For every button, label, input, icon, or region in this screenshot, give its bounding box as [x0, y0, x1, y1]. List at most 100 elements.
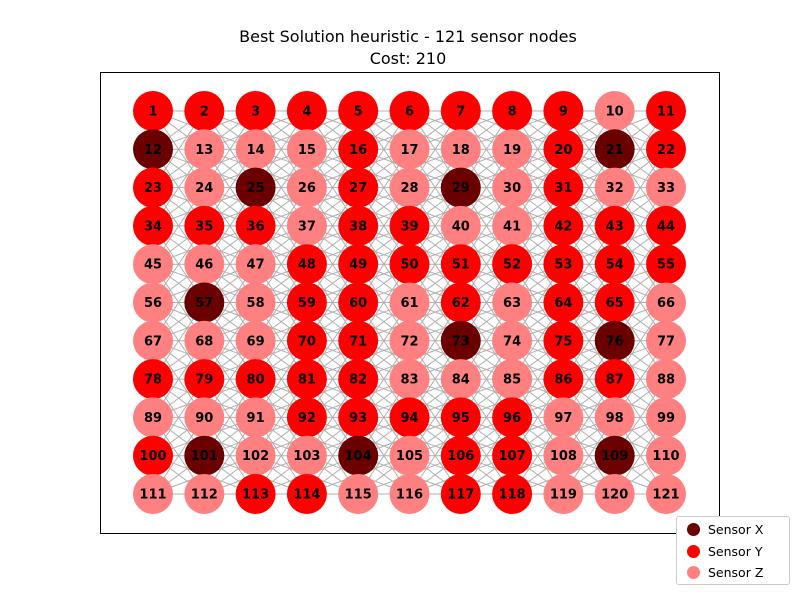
sensor-node: 36 [235, 205, 276, 246]
sensor-node-circle [440, 320, 481, 361]
sensor-node-circle [286, 129, 327, 170]
sensor-node: 44 [646, 205, 686, 246]
sensor-node-label: 90 [195, 411, 213, 426]
sensor-node-circle [440, 167, 481, 208]
sensor-node-circle [184, 205, 225, 246]
sensor-node-circle [338, 205, 379, 246]
sensor-node-label: 65 [606, 296, 624, 311]
sensor-node: 121 [646, 474, 686, 514]
sensor-node: 66 [646, 282, 686, 323]
sensor-node-label: 96 [503, 411, 521, 426]
sensor-node-circle [184, 320, 225, 361]
sensor-node: 74 [492, 320, 533, 361]
sensor-node-circle [389, 167, 430, 208]
sensor-node-circle [133, 474, 173, 514]
sensor-node: 20 [543, 129, 584, 170]
sensor-node-circle [389, 435, 430, 476]
sensor-node: 32 [594, 167, 635, 208]
sensor-node-circle [646, 167, 686, 208]
sensor-node-circle [133, 205, 173, 246]
sensor-node-label: 26 [298, 181, 316, 196]
sensor-node-label: 23 [144, 181, 162, 196]
sensor-node-circle [646, 91, 686, 131]
sensor-node-circle [646, 205, 686, 246]
sensor-node-circle [646, 397, 686, 438]
sensor-node-label: 110 [652, 449, 679, 464]
sensor-node-circle [440, 397, 481, 438]
sensor-node-circle [594, 167, 635, 208]
sensor-node: 18 [440, 129, 481, 170]
sensor-node: 97 [543, 397, 584, 438]
sensor-node-circle [338, 359, 379, 400]
sensor-node-label: 51 [452, 258, 470, 273]
sensor-node-circle [543, 435, 584, 476]
sensor-node: 104 [338, 435, 379, 476]
sensor-node: 5 [338, 91, 379, 131]
sensor-node-label: 114 [293, 488, 320, 503]
sensor-node-label: 88 [657, 373, 675, 388]
sensor-node-label: 15 [298, 143, 316, 158]
sensor-node-label: 91 [247, 411, 265, 426]
sensor-node-label: 48 [298, 258, 316, 273]
legend-marker [687, 544, 700, 558]
sensor-node: 98 [594, 397, 635, 438]
sensor-node-circle [286, 359, 327, 400]
sensor-node: 37 [286, 205, 327, 246]
sensor-node-label: 92 [298, 411, 316, 426]
sensor-node-circle [286, 244, 327, 285]
sensor-node-circle [492, 129, 533, 170]
sensor-node: 88 [646, 359, 686, 400]
legend-label: Sensor Y [708, 543, 763, 559]
sensor-node: 55 [646, 244, 686, 285]
sensor-node: 120 [594, 474, 635, 514]
sensor-node-circle [440, 129, 481, 170]
sensor-node-circle [389, 244, 430, 285]
sensor-node-label: 41 [503, 219, 521, 234]
sensor-node-circle [389, 129, 430, 170]
sensor-node: 119 [543, 474, 584, 514]
sensor-node-circle [133, 167, 173, 208]
sensor-node-label: 5 [354, 105, 363, 120]
sensor-node: 110 [646, 435, 686, 476]
sensor-node: 70 [286, 320, 327, 361]
sensor-node: 114 [286, 474, 327, 514]
sensor-node: 30 [492, 167, 533, 208]
sensor-node: 10 [594, 91, 635, 131]
sensor-node-label: 61 [400, 296, 418, 311]
cost-line: Cost: 210 [369, 49, 447, 68]
sensor-node: 33 [646, 167, 686, 208]
sensor-node-circle [543, 129, 584, 170]
sensor-node-label: 112 [191, 488, 218, 503]
sensor-node-circle [492, 205, 533, 246]
sensor-node-label: 84 [452, 373, 470, 388]
sensor-node-circle [492, 167, 533, 208]
sensor-node-label: 3 [251, 105, 260, 120]
sensor-node-label: 79 [195, 373, 213, 388]
sensor-node: 79 [184, 359, 225, 400]
sensor-node: 14 [235, 129, 276, 170]
sensor-node: 92 [286, 397, 327, 438]
title-line: Best Solution heuristic - 121 sensor nod… [239, 27, 577, 46]
sensor-node-circle [646, 474, 686, 514]
sensor-node-circle [286, 320, 327, 361]
sensor-node-label: 97 [554, 411, 572, 426]
sensor-node-label: 107 [499, 449, 526, 464]
sensor-node-label: 37 [298, 219, 316, 234]
sensor-node-label: 106 [447, 449, 474, 464]
sensor-node-circle [338, 320, 379, 361]
sensor-node: 93 [338, 397, 379, 438]
sensor-node: 8 [492, 91, 533, 131]
sensor-node-circle [286, 474, 327, 514]
sensor-node-label: 68 [195, 334, 213, 349]
sensor-node-circle [440, 282, 481, 323]
sensor-node: 34 [133, 205, 173, 246]
sensor-node-circle [338, 435, 379, 476]
sensor-node-label: 21 [606, 143, 624, 158]
sensor-node-label: 34 [144, 219, 162, 234]
sensor-node-label: 93 [349, 411, 367, 426]
sensor-node: 3 [235, 91, 276, 131]
sensor-node-circle [389, 91, 430, 131]
sensor-node-circle [440, 91, 481, 131]
